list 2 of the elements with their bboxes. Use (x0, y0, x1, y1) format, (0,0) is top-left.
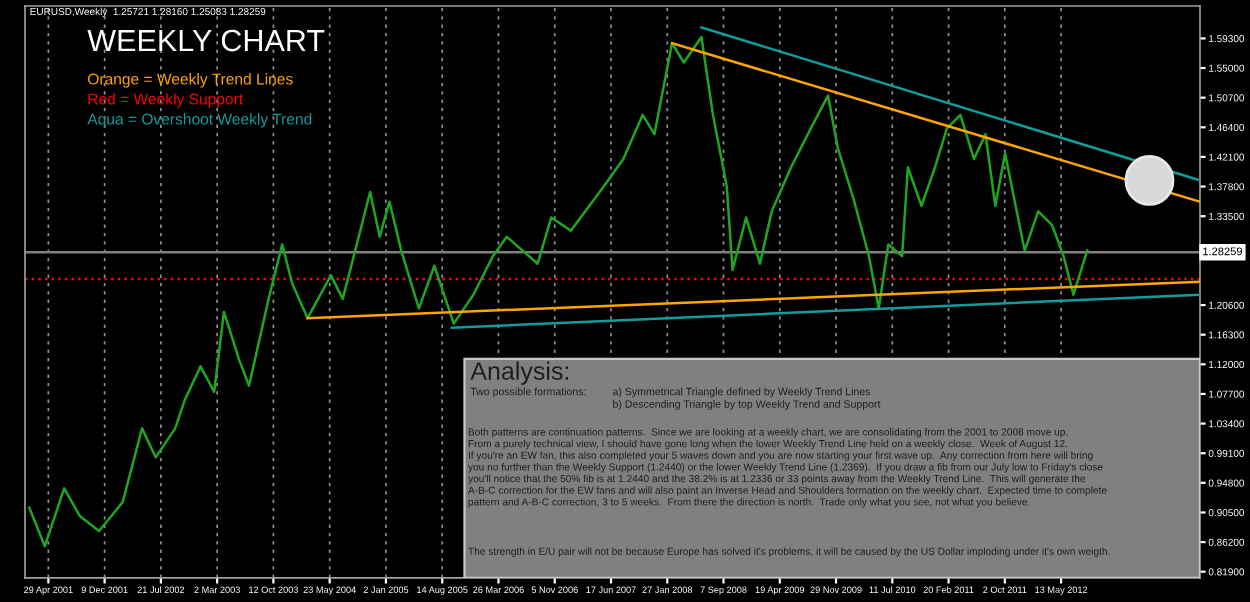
text: WEEKLY CHART (87, 29, 325, 52)
annotation: Analysis: (470, 361, 569, 385)
